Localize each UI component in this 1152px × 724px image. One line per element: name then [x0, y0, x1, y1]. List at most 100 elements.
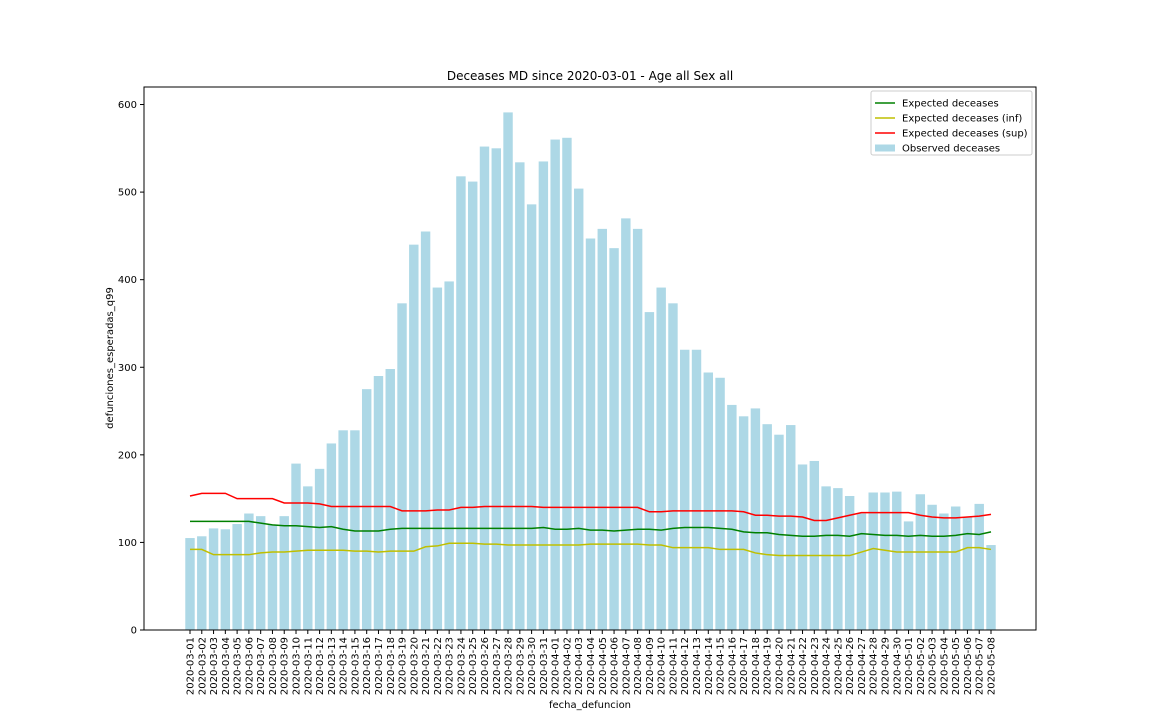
x-tick-label: 2020-03-04 — [221, 637, 232, 695]
bar — [574, 188, 584, 630]
x-tick-label: 2020-04-27 — [857, 637, 868, 695]
x-tick-label: 2020-03-06 — [244, 637, 255, 695]
x-tick-label: 2020-03-24 — [456, 637, 467, 695]
x-tick-label: 2020-05-07 — [975, 637, 986, 695]
bar — [244, 513, 254, 630]
bar — [538, 161, 549, 630]
line — [190, 520, 992, 538]
bar — [220, 529, 231, 630]
x-tick-label: 2020-04-29 — [880, 637, 891, 695]
bar — [715, 377, 725, 630]
x-tick-label: 2020-03-23 — [445, 637, 456, 695]
bar — [585, 238, 596, 630]
bar — [939, 513, 949, 630]
legend-box — [870, 90, 1033, 156]
x-tick-label: 2020-03-19 — [398, 637, 409, 695]
bar — [550, 139, 560, 630]
x-tick-label: 2020-03-01 — [186, 637, 197, 695]
bar — [656, 287, 666, 630]
x-tick-label: 2020-04-02 — [562, 637, 573, 695]
x-tick-label: 2020-03-08 — [268, 637, 279, 695]
bar — [986, 545, 996, 630]
x-tick-label: 2020-04-15 — [716, 637, 727, 695]
x-tick-label: 2020-04-11 — [668, 637, 679, 695]
bar — [515, 162, 525, 631]
bar — [821, 486, 831, 630]
bar — [644, 312, 655, 630]
x-tick-label: 2020-03-03 — [209, 637, 220, 695]
x-tick-label: 2020-04-01 — [551, 637, 562, 695]
line — [189, 492, 992, 522]
bar — [255, 516, 266, 630]
x-tick-label: 2020-03-21 — [421, 637, 432, 695]
bar — [962, 517, 973, 630]
x-tick-label: 2020-04-06 — [610, 637, 621, 695]
y-tick-label: 100 — [118, 538, 137, 549]
bar — [373, 376, 384, 630]
bar — [526, 204, 537, 630]
bar — [397, 303, 407, 630]
y-tick-label: 400 — [118, 275, 137, 286]
bar — [844, 496, 855, 630]
bar — [314, 468, 325, 630]
x-axis-label: fecha_defuncion — [549, 700, 631, 711]
bar — [668, 303, 678, 630]
bar — [503, 112, 513, 631]
x-tick-label: 2020-04-14 — [704, 637, 715, 695]
y-axis-label: defunciones_esperadas_q99 — [105, 287, 116, 429]
x-tick-label: 2020-03-25 — [468, 637, 479, 695]
bar — [632, 228, 643, 630]
x-tick-label: 2020-04-17 — [739, 637, 750, 695]
legend-label: Expected deceases — [902, 99, 999, 110]
x-tick-label: 2020-04-21 — [786, 637, 797, 695]
x-tick-label: 2020-04-13 — [692, 637, 703, 695]
bar — [809, 460, 820, 630]
bar — [797, 464, 808, 630]
x-tick-label: 2020-04-20 — [774, 637, 785, 695]
bar — [432, 287, 443, 630]
chart-title: Deceases MD since 2020-03-01 - Age all S… — [447, 69, 733, 83]
bar — [456, 176, 466, 630]
bar — [856, 513, 867, 630]
y-tick-label: 600 — [118, 100, 137, 111]
x-tick-label: 2020-05-03 — [928, 637, 939, 695]
y-tick-label: 200 — [118, 450, 137, 461]
bar — [774, 434, 784, 630]
legend-label: Expected deceases (sup) — [902, 129, 1028, 140]
bar — [338, 430, 348, 630]
bar — [597, 228, 607, 630]
bar — [361, 389, 372, 630]
x-tick-label: 2020-04-10 — [657, 637, 668, 695]
x-tick-label: 2020-04-18 — [751, 637, 762, 695]
bar — [279, 516, 289, 630]
x-tick-label: 2020-04-08 — [633, 637, 644, 695]
bar — [409, 244, 419, 631]
x-tick-label: 2020-03-02 — [197, 637, 208, 695]
x-tick-label: 2020-03-18 — [386, 637, 397, 695]
x-tick-label: 2020-04-28 — [869, 637, 880, 695]
bar — [903, 521, 914, 630]
x-tick-label: 2020-04-25 — [833, 637, 844, 695]
x-tick-label: 2020-03-05 — [233, 637, 244, 695]
bar — [267, 524, 278, 630]
bar — [621, 218, 631, 630]
y-tick-label: 500 — [118, 188, 137, 199]
x-tick-label: 2020-04-12 — [680, 637, 691, 695]
x-tick-label: 2020-03-09 — [280, 637, 291, 695]
x-tick-label: 2020-04-26 — [845, 637, 856, 695]
x-tick-label: 2020-03-07 — [256, 637, 267, 695]
bar — [291, 463, 301, 630]
bar — [467, 181, 478, 630]
x-tick-label: 2020-03-15 — [350, 637, 361, 695]
x-tick-label: 2020-03-10 — [292, 637, 303, 695]
bar — [868, 492, 878, 630]
x-tick-label: 2020-05-02 — [916, 637, 927, 695]
line — [190, 542, 992, 557]
x-tick-label: 2020-03-26 — [480, 637, 491, 695]
x-tick-label: 2020-04-04 — [586, 637, 597, 695]
bar — [479, 146, 490, 630]
x-tick-label: 2020-04-16 — [727, 637, 738, 695]
y-tick-label: 0 — [131, 626, 137, 637]
x-tick-label: 2020-03-14 — [339, 637, 350, 695]
bar — [974, 503, 984, 630]
